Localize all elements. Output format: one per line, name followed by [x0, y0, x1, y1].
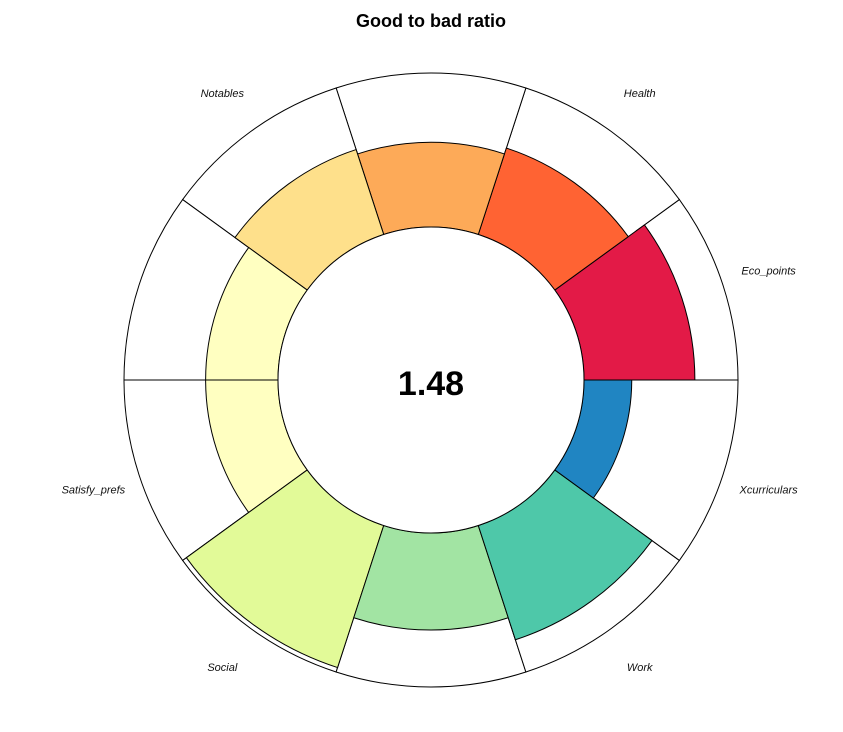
category-label: Health	[624, 88, 656, 100]
category-label: Social	[207, 662, 238, 674]
value-bars	[185, 141, 696, 669]
category-label: Work	[627, 662, 653, 674]
inner-hole	[277, 226, 585, 534]
category-label: Xcurriculars	[739, 485, 799, 497]
category-label: Eco_points	[741, 265, 796, 277]
center-value: 1.48	[398, 365, 464, 403]
chart-title: Good to bad ratio	[356, 11, 506, 31]
category-labels: Eco_points Health Notables Satisfy_prefs Soc…	[62, 88, 799, 674]
category-label: Satisfy_prefs	[62, 485, 126, 497]
category-label: Notables	[201, 88, 245, 100]
